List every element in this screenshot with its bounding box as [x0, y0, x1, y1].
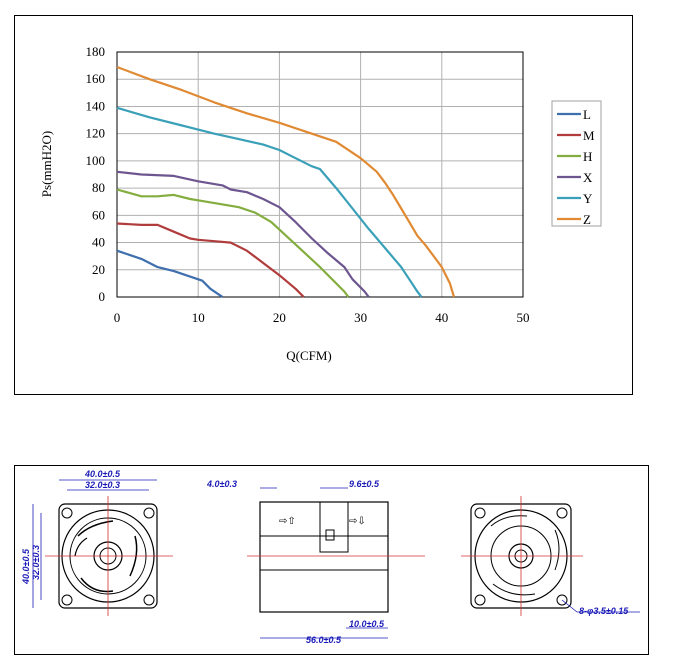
legend-label-X: X [583, 170, 593, 185]
x-tick-label: 50 [517, 310, 530, 325]
legend-label-M: M [583, 128, 595, 143]
legend-label-L: L [583, 107, 591, 122]
pq-chart: 0 10 20 30 40 50 0 20 40 60 80 100 120 140 160 180 Q(CF… [39, 44, 602, 363]
back-view: 8-φ3.5±0.15 [461, 496, 640, 616]
x-tick-label: 30 [354, 310, 367, 325]
y-tick-label: 180 [86, 44, 106, 59]
series-line-H [116, 188, 350, 298]
side-flange-label: 4.0±0.3 [206, 479, 237, 489]
dimension-drawing: 40.0±0.5 32.0±0.3 40.0±0.5 32.0±0.3 ⇨⇧ ⇨… [21, 469, 640, 645]
series-line-L [116, 249, 224, 298]
y-tick-label: 0 [99, 289, 106, 304]
side-view: ⇨⇧ ⇨⇩ 4.0±0.3 9.6±0.5 10.0±0.5 56.0±0.5 [206, 479, 425, 645]
x-axis-title: Q(CFM) [286, 348, 332, 363]
airflow-direction-icon: ⇨⇩ [349, 516, 366, 527]
back-holes-label: 8-φ3.5±0.15 [579, 606, 629, 616]
y-tick-label: 40 [92, 235, 105, 250]
series-line-X [116, 170, 370, 298]
series-line-Z [116, 65, 456, 298]
series-line-Y [116, 106, 423, 298]
x-tick-label: 20 [273, 310, 286, 325]
side-bottom-label: 10.0±0.5 [349, 619, 385, 629]
front-view: 40.0±0.5 32.0±0.3 40.0±0.5 32.0±0.3 [21, 469, 173, 616]
y-tick-label: 100 [86, 153, 106, 168]
x-tick-label: 0 [114, 310, 121, 325]
series-lines [116, 65, 456, 298]
y-tick-label: 160 [86, 71, 106, 86]
y-tick-label: 140 [86, 98, 106, 113]
front-height-outer-label: 40.0±0.5 [21, 548, 31, 585]
x-tick-label: 40 [435, 310, 448, 325]
y-axis-title: Ps(mmH2O) [39, 131, 54, 197]
plot-frame [116, 51, 524, 298]
y-tick-label: 120 [86, 126, 106, 141]
front-height-inner-label: 32.0±0.3 [31, 545, 41, 580]
front-width-outer-label: 40.0±0.5 [84, 469, 121, 479]
y-tick-label: 20 [92, 262, 105, 277]
legend-label-Y: Y [583, 191, 593, 206]
dimension-drawing-panel: 40.0±0.5 32.0±0.3 40.0±0.5 32.0±0.3 ⇨⇧ ⇨… [14, 465, 649, 655]
series-line-M [116, 222, 305, 298]
front-width-inner-label: 32.0±0.3 [85, 480, 120, 490]
legend-label-Z: Z [583, 212, 591, 227]
y-tick-label: 60 [92, 207, 105, 222]
side-length-label: 56.0±0.5 [306, 635, 342, 645]
airflow-arrow-icon: ⇨⇧ [279, 516, 296, 527]
legend-box [551, 100, 602, 227]
legend-label-H: H [583, 149, 592, 164]
chart-panel: 0 10 20 30 40 50 0 20 40 60 80 100 120 140 160 180 Q(CF… [14, 15, 633, 395]
y-tick-label: 80 [92, 180, 105, 195]
side-gap-label: 9.6±0.5 [349, 479, 380, 489]
axis-ticks: 0 10 20 30 40 50 0 20 40 60 80 100 120 140 160 180 [86, 44, 530, 325]
x-tick-label: 10 [192, 310, 205, 325]
